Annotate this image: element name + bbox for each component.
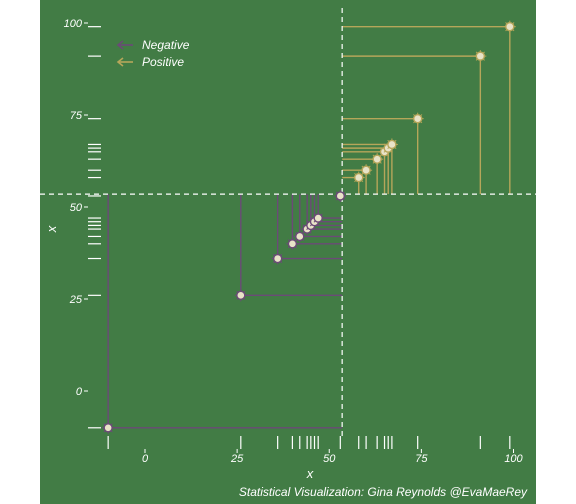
point-12-marker (373, 155, 381, 163)
point-1 (235, 289, 247, 301)
x-tick-label-4: 100 (504, 453, 523, 465)
y-tick-label-2: 50 (70, 202, 83, 214)
point-2-marker (274, 255, 282, 263)
point-18-marker (506, 23, 514, 31)
point-17-marker (476, 52, 484, 60)
point-10-marker (355, 174, 363, 182)
point-0-marker (104, 424, 112, 432)
y-tick-label-0: 0 (76, 386, 83, 398)
x-tick-label-2: 50 (323, 453, 336, 465)
x-axis-title: x (306, 466, 314, 481)
y-tick-label-4: 100 (64, 18, 83, 30)
x-tick-label-1: 25 (230, 453, 244, 465)
point-9 (334, 190, 346, 202)
point-16 (412, 113, 424, 125)
point-15-marker (388, 140, 396, 148)
point-8 (312, 212, 324, 224)
point-0 (102, 422, 114, 434)
point-18 (504, 21, 516, 33)
point-4-marker (296, 232, 304, 240)
x-tick-label-0: 0 (142, 453, 149, 465)
caption: Statistical Visualization: Gina Reynolds… (239, 485, 528, 499)
point-17 (474, 50, 486, 62)
x-tick-label-3: 75 (415, 453, 428, 465)
point-8-marker (314, 214, 322, 222)
point-2 (272, 253, 284, 265)
y-tick-label-1: 25 (69, 294, 83, 306)
point-15 (386, 138, 398, 150)
y-tick-label-3: 75 (70, 110, 83, 122)
point-11-marker (362, 166, 370, 174)
point-1-marker (237, 291, 245, 299)
y-axis-title: x (44, 225, 59, 233)
point-16-marker (414, 115, 422, 123)
point-11 (360, 164, 372, 176)
point-9-marker (336, 192, 344, 200)
legend-label-negative: Negative (142, 38, 190, 52)
legend-label-positive: Positive (142, 55, 184, 69)
point-3-marker (288, 240, 296, 248)
